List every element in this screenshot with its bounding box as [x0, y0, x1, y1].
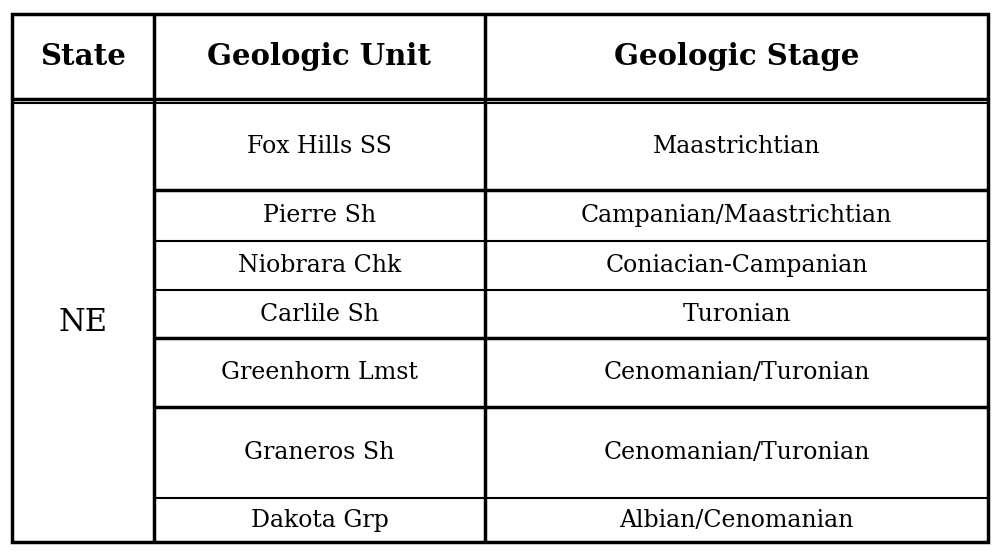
- Text: Dakota Grp: Dakota Grp: [251, 509, 388, 532]
- Text: Carlile Sh: Carlile Sh: [260, 302, 379, 326]
- Text: Campanian/Maastrichtian: Campanian/Maastrichtian: [581, 204, 892, 227]
- Text: Cenomanian/Turonian: Cenomanian/Turonian: [603, 361, 870, 384]
- Text: NE: NE: [58, 307, 107, 338]
- Text: Greenhorn Lmst: Greenhorn Lmst: [221, 361, 418, 384]
- Text: Geologic Unit: Geologic Unit: [207, 42, 431, 71]
- Text: Fox Hills SS: Fox Hills SS: [247, 135, 392, 158]
- Text: Turonian: Turonian: [682, 302, 791, 326]
- Text: Pierre Sh: Pierre Sh: [263, 204, 376, 227]
- Text: Geologic Stage: Geologic Stage: [614, 42, 859, 71]
- Text: Maastrichtian: Maastrichtian: [653, 135, 820, 158]
- Text: Graneros Sh: Graneros Sh: [244, 441, 395, 464]
- Text: Cenomanian/Turonian: Cenomanian/Turonian: [603, 441, 870, 464]
- Text: Albian/Cenomanian: Albian/Cenomanian: [619, 509, 854, 532]
- Text: State: State: [40, 42, 126, 71]
- Text: Niobrara Chk: Niobrara Chk: [238, 254, 401, 277]
- Text: Coniacian-Campanian: Coniacian-Campanian: [605, 254, 868, 277]
